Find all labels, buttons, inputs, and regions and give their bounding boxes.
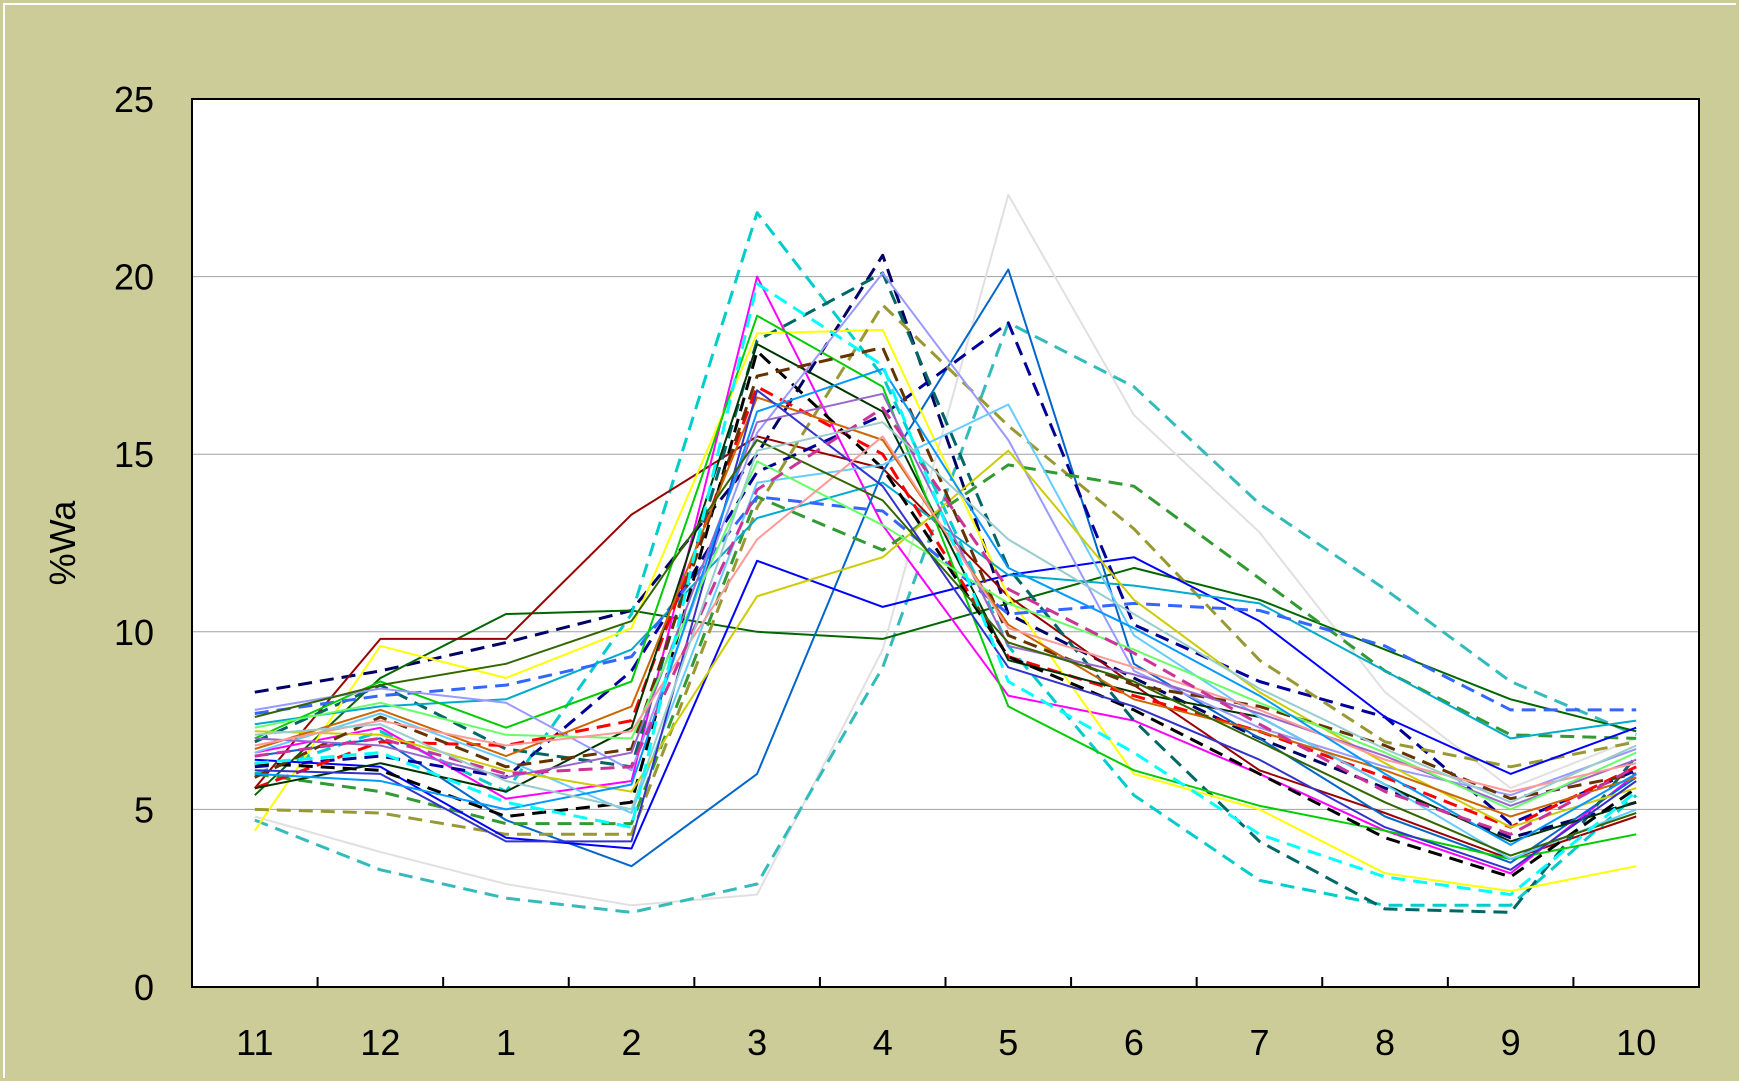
y-tick-label: 0 [134,967,154,1008]
series-line-10 [254,271,1638,914]
series-line-22 [254,403,1637,861]
x-tick-label: 4 [873,1022,893,1063]
series-line-14 [254,556,1637,850]
series-line-27 [254,389,1637,871]
x-tick-label: 2 [622,1022,642,1063]
x-tick-label: 9 [1501,1022,1521,1063]
y-tick-label: 10 [114,612,154,653]
series-line-19 [254,314,1637,861]
series-line-11 [253,328,1637,893]
series-line-31 [254,439,1637,857]
series-line-21 [254,272,1637,797]
series-line-23 [254,449,1637,829]
series-line-28 [254,460,1637,811]
x-tick-label: 3 [747,1022,767,1063]
y-axis-title: %Wa [42,500,83,586]
x-tick-label: 11 [236,1022,273,1063]
x-tick-label: 12 [360,1022,400,1063]
x-tick-label: 7 [1249,1022,1269,1063]
x-tick-label: 10 [1616,1022,1656,1063]
series-line-18 [254,343,1637,843]
chart-frame: 0 5 10 15 20 25 11 12 1 2 3 4 5 6 7 8 9 10 %Wa [3,3,1736,1078]
plot-area [192,99,1699,987]
y-tick-label: 15 [114,434,154,475]
x-tick-label: 5 [998,1022,1018,1063]
series-line-32 [254,406,1637,836]
x-tick-label: 6 [1124,1022,1144,1063]
series-line-24 [254,346,1637,801]
x-tick-label: 1 [496,1022,516,1063]
y-tick-label: 25 [114,79,154,120]
series-line-29 [254,435,1637,793]
series-line-9 [254,321,1637,826]
y-tick-label: 5 [134,789,154,830]
series-group [253,193,1638,914]
y-tick-label: 20 [114,257,154,298]
x-tick-label: 8 [1375,1022,1395,1063]
series-line-30 [254,368,1637,846]
series-line-33 [254,421,1637,811]
series-line-16 [254,495,1637,715]
series-line-5 [254,211,1638,907]
series-line-34 [254,282,1638,897]
